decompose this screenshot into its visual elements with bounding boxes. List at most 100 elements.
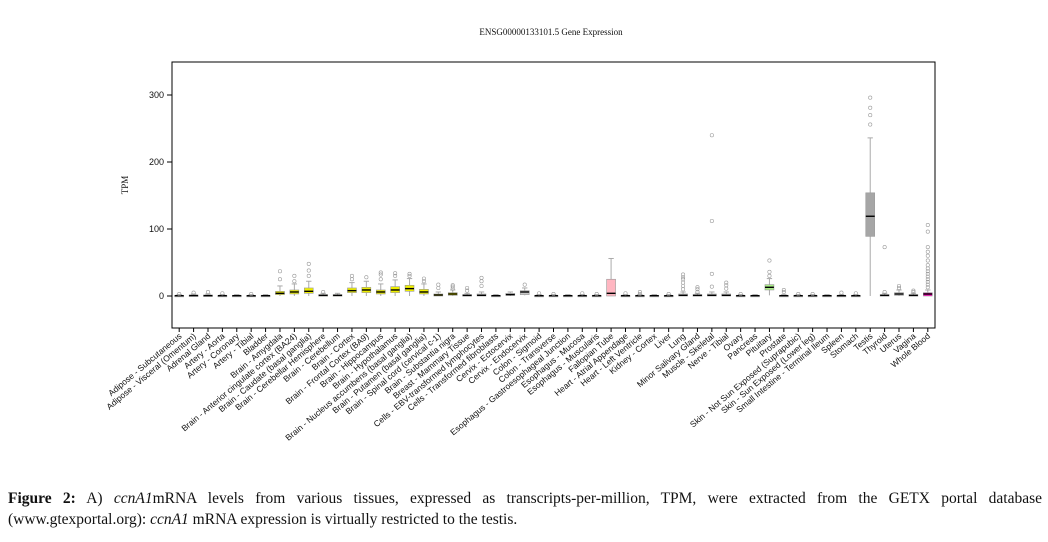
box-outlier (306, 261, 311, 266)
box-outlier (277, 269, 282, 274)
box-outlier (292, 273, 297, 278)
box-outlier (421, 276, 426, 281)
box-outlier (681, 287, 686, 292)
box-outlier (637, 289, 642, 294)
x-tick-label: Adipose - Visceral (Omentum) (104, 331, 198, 412)
box-outlier (681, 275, 686, 280)
box-3 (203, 289, 213, 297)
box-outlier (177, 291, 182, 296)
box-outlier (306, 268, 311, 273)
box-43 (779, 287, 789, 298)
box-outlier (637, 291, 642, 296)
y-tick-label: 200 (149, 157, 164, 167)
box-outlier (695, 287, 700, 292)
box-42 (764, 258, 775, 296)
box-outlier (551, 291, 556, 296)
box-31 (606, 257, 616, 297)
box-outlier (868, 95, 873, 100)
box-outlier (925, 249, 930, 254)
box-iqr (606, 278, 616, 297)
box-27 (548, 291, 559, 298)
box-outlier (681, 283, 686, 288)
box-outlier (450, 284, 455, 289)
gene-expression-boxplot: ENSG00000133101.5 Gene Expression TPM 0 1… (104, 27, 936, 443)
box-outlier (868, 105, 873, 110)
box-outlier (796, 291, 801, 296)
box-outlier (724, 286, 729, 291)
box-50 (879, 245, 890, 297)
box-20 (447, 283, 458, 296)
box-outlier (522, 282, 527, 287)
box-outlier (465, 288, 470, 293)
box-outlier (681, 277, 686, 282)
box-outlier (897, 285, 902, 290)
box-outlier (767, 273, 772, 278)
box-outlier (407, 271, 412, 276)
y-axis: 0 100 200 300 (149, 90, 172, 301)
box-outlier (911, 289, 916, 294)
box-21 (462, 285, 472, 297)
box-36 (678, 272, 688, 297)
box-outlier (393, 271, 398, 276)
box-outlier (537, 291, 542, 296)
box-52 (908, 288, 919, 297)
box-outlier (925, 279, 930, 284)
caption-text-1: A) (75, 490, 114, 507)
box-11 (318, 289, 328, 297)
box-18 (419, 276, 429, 296)
box-39 (721, 280, 732, 297)
box-outlier (378, 277, 383, 282)
box-outlier (407, 273, 412, 278)
box-44 (793, 291, 803, 298)
box-outlier (724, 280, 729, 285)
box-22 (476, 275, 487, 297)
box-outlier (306, 273, 311, 278)
box-7 (260, 294, 271, 298)
box-outlier (321, 289, 326, 294)
box-outlier (767, 269, 772, 274)
box-outlier (709, 133, 714, 138)
box-outlier (623, 291, 628, 296)
box-outlier (479, 283, 484, 288)
box-outlier (393, 273, 398, 278)
box-6 (246, 291, 256, 298)
box-outlier (925, 245, 930, 250)
box-outlier (925, 277, 930, 282)
box-outlier (479, 279, 484, 284)
box-outlier (666, 291, 671, 296)
plot-area-frame (171, 61, 936, 329)
box-outlier (925, 269, 930, 274)
caption-text-3: mRNA expression is virtually restricted … (188, 511, 518, 528)
box-outlier (364, 275, 369, 280)
box-9 (289, 273, 300, 296)
box-outlier (738, 291, 743, 296)
y-tick-label: 300 (149, 90, 164, 100)
box-outlier (465, 285, 470, 290)
box-outlier (925, 263, 930, 268)
box-outlier (709, 271, 714, 276)
box-40 (735, 291, 746, 298)
box-26 (534, 291, 544, 298)
box-24 (505, 291, 516, 296)
box-outlier (882, 289, 887, 294)
box-47 (836, 290, 847, 298)
box-outlier (868, 122, 873, 127)
box-46 (822, 294, 832, 298)
box-outlier (882, 245, 887, 250)
box-outlier (853, 291, 858, 296)
box-outlier (695, 289, 700, 294)
box-outlier (220, 291, 225, 296)
y-axis-label: TPM (120, 176, 130, 195)
box-outlier (249, 291, 254, 296)
box-outlier (925, 222, 930, 227)
box-outlier (378, 272, 383, 277)
box-19 (433, 282, 444, 297)
box-outlier (191, 290, 196, 295)
box-outlier (925, 258, 930, 263)
box-5 (232, 294, 242, 298)
box-4 (217, 291, 228, 298)
box-outlier (681, 272, 686, 277)
box-outlier (897, 283, 902, 288)
box-outlier (594, 291, 599, 296)
